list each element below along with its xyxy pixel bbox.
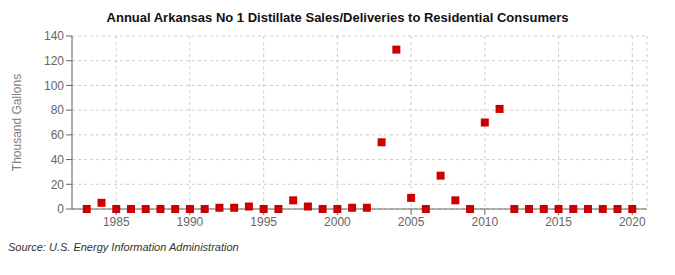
html-text:Source: U.S. Energy Informatio: Source: U.S. Energy Information Administ…: [8, 241, 239, 253]
svg-text:2015: 2015: [545, 215, 572, 229]
svg-text:2000: 2000: [324, 215, 351, 229]
svg-text:20: 20: [51, 178, 65, 192]
svg-text:120: 120: [44, 54, 64, 68]
svg-text:80: 80: [51, 103, 65, 117]
svg-text:2010: 2010: [471, 215, 498, 229]
svg-text:Thousand Gallons: Thousand Gallons: [10, 74, 24, 171]
svg-text:40: 40: [51, 153, 65, 167]
svg-text:1985: 1985: [103, 215, 130, 229]
svg-text:100: 100: [44, 79, 64, 93]
svg-text:1995: 1995: [250, 215, 277, 229]
svg-text:0: 0: [57, 202, 64, 216]
svg-text:2020: 2020: [619, 215, 646, 229]
svg-text:60: 60: [51, 128, 65, 142]
html-text:Annual Arkansas No 1 Distillat: Annual Arkansas No 1 Distillate Sales/De…: [106, 10, 569, 25]
svg-text:2005: 2005: [398, 215, 425, 229]
svg-text:1990: 1990: [177, 215, 204, 229]
svg-text:140: 140: [44, 29, 64, 43]
